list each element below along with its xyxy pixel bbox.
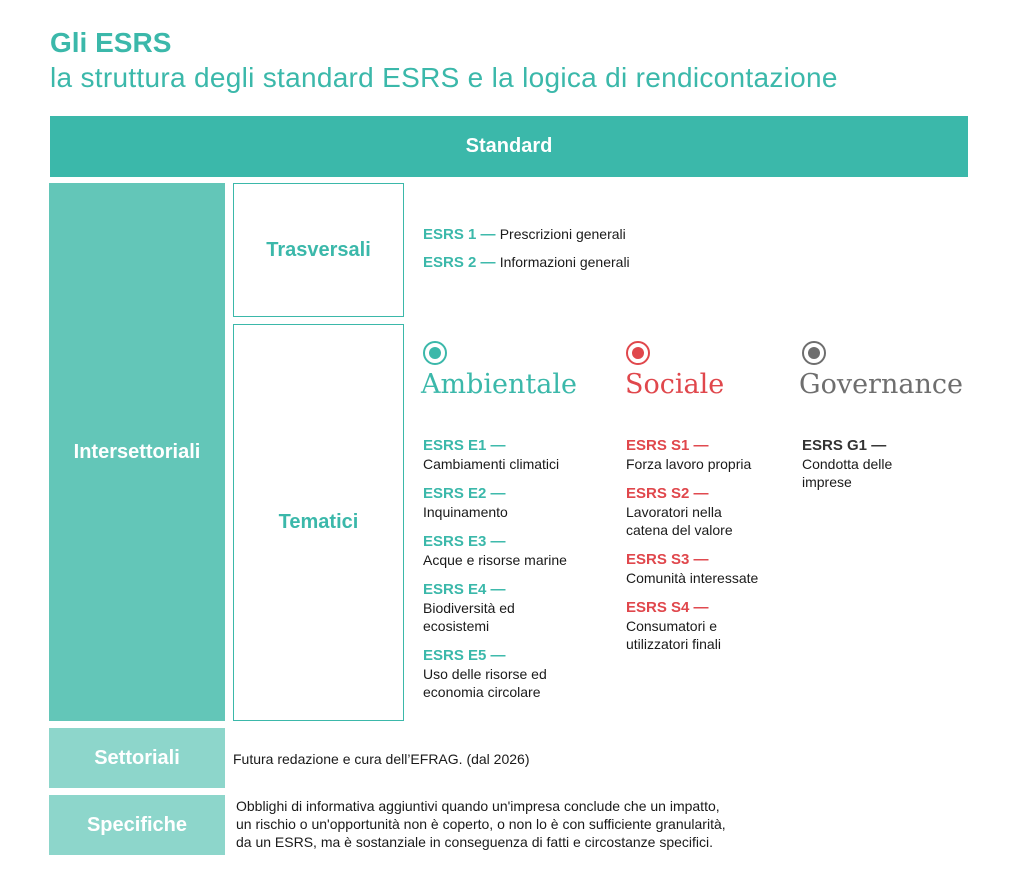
standard-label: Standard: [465, 135, 553, 157]
specifiche-block: Specifiche: [49, 795, 225, 855]
esrs-code: ESRS S1 —: [626, 437, 709, 454]
esrs-desc: economia circolare: [423, 684, 541, 700]
esrs-desc: Cambiamenti climatici: [423, 456, 560, 472]
esrs-desc: Inquinamento: [423, 504, 508, 520]
intersettoriali-block: Intersettoriali: [49, 183, 225, 721]
settoriali-label: Settoriali: [94, 746, 180, 769]
sociale-title: Sociale: [625, 369, 725, 400]
governance-title: Governance: [799, 369, 963, 400]
esrs-code: ESRS S2 —: [626, 485, 709, 502]
ambientale-title: Ambientale: [421, 369, 577, 400]
sociale-entry: ESRS S3 — Comunità interessate: [626, 551, 806, 587]
sociale-entry: ESRS S2 — Lavoratori nella catena del va…: [626, 485, 806, 539]
specifiche-line: da un ESRS, ma è sostanziale in consegue…: [236, 834, 714, 850]
specifiche-line: Obblighi di informativa aggiuntivi quand…: [236, 798, 720, 814]
ambientale-entry: ESRS E5 — Uso delle risorse ed economia …: [423, 647, 603, 701]
esrs-code: ESRS S3 —: [626, 551, 709, 568]
specifiche-line: un rischio o un'opportunità non è copert…: [236, 816, 726, 832]
esrs-code: ESRS E3 —: [423, 533, 506, 550]
esrs-code: ESRS G1 —: [802, 437, 887, 454]
page-subtitle: la struttura degli standard ESRS e la lo…: [50, 62, 838, 93]
intersettoriali-label: Intersettoriali: [73, 440, 201, 463]
esrs-code: ESRS E5 —: [423, 647, 506, 664]
ambientale-radio-icon: [423, 341, 447, 365]
esrs-desc: Biodiversità ed: [423, 600, 515, 616]
esrs-desc: Comunità interessate: [626, 570, 759, 586]
esrs-code: ESRS 2 —: [423, 254, 496, 271]
esrs-desc: Consumatori e: [626, 618, 718, 634]
trasversali-item: ESRS 1 — Prescrizioni generali: [423, 224, 626, 245]
trasversali-item: ESRS 2 — Informazioni generali: [423, 252, 630, 273]
governance-radio-icon: [802, 341, 826, 365]
esrs-code: ESRS E4 —: [423, 581, 506, 598]
trasversali-box: Trasversali: [233, 183, 404, 317]
ambientale-entry: ESRS E2 — Inquinamento: [423, 485, 603, 521]
esrs-code: ESRS 1 —: [423, 226, 496, 243]
esrs-desc: ecosistemi: [423, 618, 490, 634]
specifiche-label: Specifiche: [86, 813, 188, 836]
esrs-desc: Informazioni generali: [499, 254, 630, 270]
settoriali-text: Futura redazione e cura dell’EFRAG. (dal…: [233, 751, 530, 767]
ambientale-entry: ESRS E1 — Cambiamenti climatici: [423, 437, 603, 473]
esrs-code: ESRS E1 —: [423, 437, 506, 454]
sociale-radio-icon: [626, 341, 650, 365]
specifiche-text: Obblighi di informativa aggiuntivi quand…: [236, 797, 726, 851]
governance-entry: ESRS G1 — Condotta delle imprese: [802, 437, 982, 491]
ambientale-entry: ESRS E3 — Acque e risorse marine: [423, 533, 603, 569]
ambientale-entry: ESRS E4 — Biodiversità ed ecosistemi: [423, 581, 603, 635]
tematici-label: Tematici: [278, 511, 359, 533]
trasversali-label: Trasversali: [266, 238, 371, 261]
esrs-desc: catena del valore: [626, 522, 733, 538]
page-title: Gli ESRS: [50, 27, 172, 58]
sociale-entry: ESRS S1 — Forza lavoro propria: [626, 437, 806, 473]
esrs-desc: Forza lavoro propria: [626, 456, 752, 472]
esrs-code: ESRS S4 —: [626, 599, 709, 616]
settoriali-block: Settoriali: [49, 728, 225, 788]
esrs-desc: Uso delle risorse ed: [423, 666, 547, 682]
esrs-desc: Acque e risorse marine: [423, 552, 567, 568]
esrs-desc: Condotta delle: [802, 456, 893, 472]
esrs-desc: utilizzatori finali: [626, 636, 721, 652]
sociale-entry: ESRS S4 — Consumatori e utilizzatori fin…: [626, 599, 806, 653]
tematici-box: Tematici: [233, 324, 404, 721]
esrs-desc: Lavoratori nella: [626, 504, 722, 520]
esrs-desc: imprese: [802, 474, 852, 490]
standard-header-bar: Standard: [50, 116, 968, 177]
esrs-desc: Prescrizioni generali: [499, 226, 626, 242]
esrs-code: ESRS E2 —: [423, 485, 506, 502]
